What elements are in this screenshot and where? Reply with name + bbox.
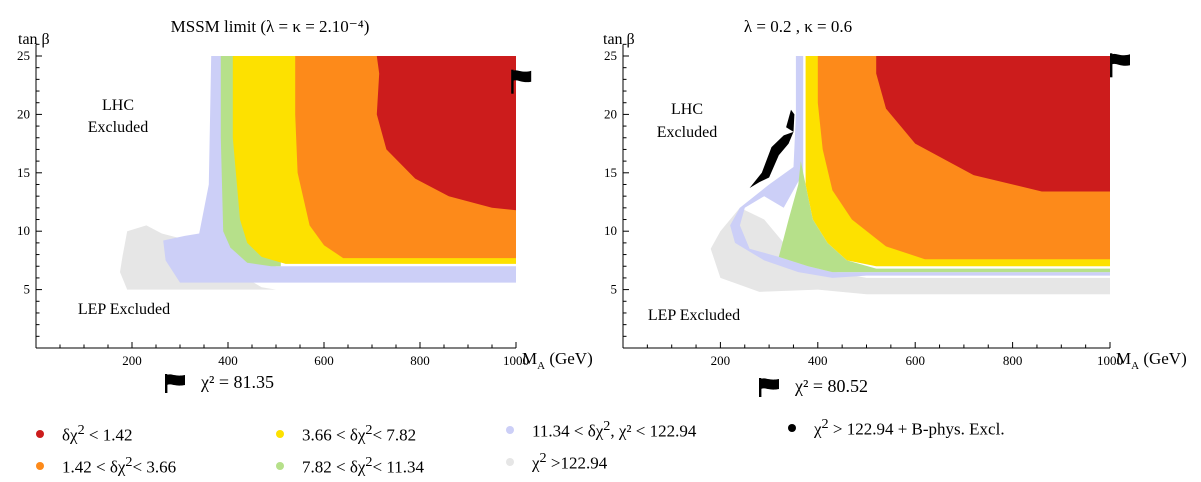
legend-text: δχ2 < 1.42	[62, 422, 133, 445]
x-tick-label: 200	[122, 353, 142, 368]
legend: δχ2 < 1.42 1.42 < δχ2< 3.66 3.66 < δχ2< …	[0, 405, 1201, 482]
y-tick-label: 20	[17, 106, 30, 121]
y-axis-label: tan β	[603, 31, 635, 48]
legend-swatch-gray	[506, 457, 514, 466]
legend-swatch-lavender	[506, 425, 514, 434]
region-red-5	[376, 56, 516, 211]
flag-cloth	[513, 70, 532, 83]
plots-canvas: 200 400 600 800 1000 5 10 15 20 25 MA (GeV) tan β MS…	[17, 17, 1187, 372]
right-panel: 200 400 600 800 1000 5 10 15 20 25 MA (GeV) tan β λ …	[603, 17, 1187, 372]
annotation-excluded: Excluded	[657, 124, 717, 141]
legend-text: 1.42 < δχ2< 3.66	[62, 454, 177, 477]
best-fit-label-left: χ² = 81.35	[201, 372, 275, 392]
region-red-5	[876, 56, 1110, 192]
x-axis-label: MA (GeV)	[522, 349, 593, 372]
x-tick-label: 800	[1003, 353, 1023, 368]
y-tick-label: 15	[604, 165, 617, 180]
y-axis-label: tan β	[18, 31, 50, 48]
best-fit-flag-marker	[511, 69, 532, 94]
legend-item-green: 7.82 < δχ2< 11.34	[276, 454, 424, 478]
y-tick-label: 5	[611, 282, 618, 297]
legend-swatch-green	[276, 461, 284, 470]
legend-swatch-orange	[36, 461, 44, 470]
flag-pole	[1110, 53, 1113, 78]
y-tick-label: 10	[17, 223, 30, 238]
annotation-excluded: Excluded	[88, 119, 148, 136]
legend-item-orange: 1.42 < δχ2< 3.66	[36, 454, 176, 478]
chart-title: λ = 0.2 , κ = 0.6	[744, 17, 852, 36]
legend-text: χ2 >122.94	[532, 450, 608, 473]
left-panel: 200 400 600 800 1000 5 10 15 20 25 MA (GeV) tan β MS…	[17, 17, 593, 372]
y-tick-label: 5	[24, 282, 31, 297]
x-tick-label: 600	[905, 353, 925, 368]
legend-text: 11.34 < δχ2, χ² < 122.94	[532, 418, 697, 441]
legend-text: 3.66 < δχ2< 7.82	[302, 422, 417, 445]
y-tick-label: 15	[17, 165, 30, 180]
annotation-lep-excluded: LEP Excluded	[78, 301, 170, 318]
flag-pole	[511, 69, 514, 94]
x-tick-label: 1000	[503, 353, 529, 368]
y-tick-label: 10	[604, 223, 617, 238]
best-fit-chi2-left: χ² = 81.35	[163, 372, 274, 393]
flag-icon	[759, 377, 779, 397]
annotation-lhc: LHC	[671, 101, 703, 118]
region-lavender-1	[163, 56, 516, 283]
legend-item-red: δχ2 < 1.42	[36, 422, 132, 446]
annotation-lhc: LHC	[102, 97, 134, 114]
y-tick-label: 20	[604, 106, 617, 121]
x-tick-label: 1000	[1097, 353, 1123, 368]
region-black-6	[749, 131, 794, 188]
chart-title: MSSM limit (λ = κ = 2.10⁻⁴)	[171, 17, 370, 36]
legend-text: χ2 > 122.94 + B-phys. Excl.	[814, 416, 1005, 439]
legend-item-gray: χ2 >122.94	[506, 450, 607, 474]
annotation-lep-excluded: LEP Excluded	[648, 307, 740, 324]
x-tick-label: 800	[410, 353, 430, 368]
legend-item-lavender: 11.34 < δχ2, χ² < 122.94	[506, 418, 696, 442]
x-axis-label: MA (GeV)	[1116, 349, 1187, 372]
region-green-2	[778, 161, 1110, 273]
best-fit-flag-marker	[1110, 53, 1130, 78]
x-tick-label: 400	[808, 353, 828, 368]
x-tick-label: 600	[314, 353, 334, 368]
region-black-7	[786, 109, 795, 132]
flag-icon	[165, 373, 185, 393]
best-fit-label-right: χ² = 80.52	[795, 376, 869, 396]
x-tick-label: 400	[218, 353, 238, 368]
legend-item-black: χ2 > 122.94 + B-phys. Excl.	[788, 416, 1005, 440]
best-fit-chi2-right: χ² = 80.52	[757, 376, 868, 397]
y-tick-label: 25	[604, 48, 617, 63]
legend-swatch-red	[36, 429, 44, 438]
y-tick-label: 25	[17, 48, 30, 63]
region-lavender-1	[730, 56, 1110, 278]
legend-item-yellow: 3.66 < δχ2< 7.82	[276, 422, 416, 446]
legend-text: 7.82 < δχ2< 11.34	[302, 454, 424, 477]
x-tick-label: 200	[711, 353, 731, 368]
legend-swatch-yellow	[276, 429, 284, 438]
flag-cloth	[1112, 53, 1130, 66]
legend-swatch-black	[788, 423, 796, 432]
